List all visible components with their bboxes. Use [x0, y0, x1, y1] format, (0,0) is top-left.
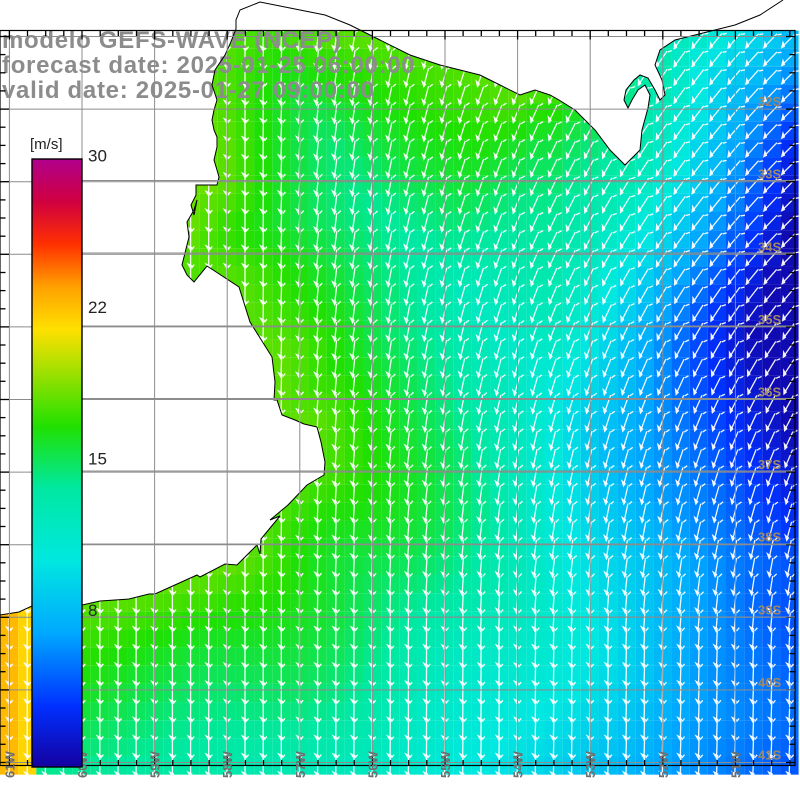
svg-text:39S: 39S [758, 602, 781, 617]
svg-text:35S: 35S [758, 312, 781, 327]
svg-text:[m/s]: [m/s] [30, 136, 63, 153]
svg-text:15: 15 [88, 450, 107, 469]
svg-text:52W: 52W [656, 751, 671, 778]
svg-text:41S: 41S [758, 748, 781, 763]
svg-text:34S: 34S [758, 239, 781, 254]
svg-text:53W: 53W [583, 751, 598, 778]
svg-text:51W: 51W [728, 751, 743, 778]
svg-text:56W: 56W [365, 751, 380, 778]
svg-text:57W: 57W [293, 751, 308, 778]
svg-text:valid date: 2025-01-27 09:00:0: valid date: 2025-01-27 09:00:00 [2, 77, 375, 104]
svg-text:59W: 59W [148, 751, 163, 778]
svg-text:58W: 58W [220, 751, 235, 778]
svg-text:30: 30 [88, 147, 107, 166]
svg-text:forecast date: 2025-01-25 06:0: forecast date: 2025-01-25 06:00:00 [2, 52, 415, 79]
svg-text:36S: 36S [758, 385, 781, 400]
svg-text:61W: 61W [2, 751, 17, 778]
svg-text:38S: 38S [758, 530, 781, 545]
svg-text:55W: 55W [438, 751, 453, 778]
svg-text:22: 22 [88, 298, 107, 317]
svg-text:8: 8 [88, 601, 97, 620]
svg-text:54W: 54W [511, 751, 526, 778]
svg-text:33S: 33S [758, 167, 781, 182]
svg-text:37S: 37S [758, 457, 781, 472]
svg-text:40S: 40S [758, 675, 781, 690]
svg-text:32S: 32S [758, 94, 781, 109]
